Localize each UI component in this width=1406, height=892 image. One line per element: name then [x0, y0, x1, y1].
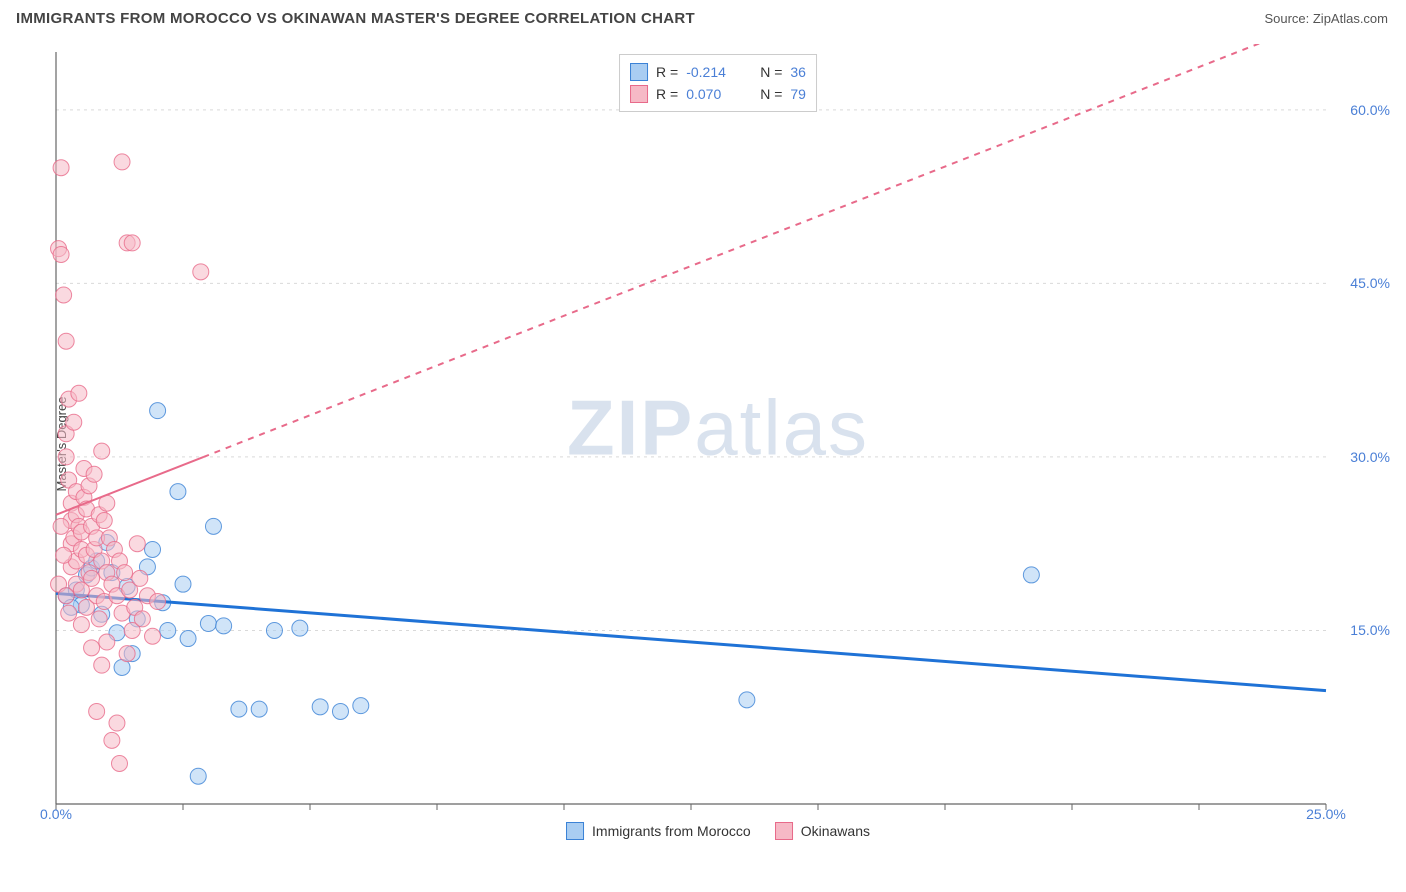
legend-row-okinawans: R = 0.070 N = 79	[630, 83, 806, 105]
y-tick-label: 45.0%	[1350, 275, 1390, 291]
series-label: Immigrants from Morocco	[592, 823, 751, 839]
source-name: ZipAtlas.com	[1313, 11, 1388, 26]
legend-row-morocco: R = -0.214 N = 36	[630, 61, 806, 83]
x-tick-label: 0.0%	[40, 806, 72, 822]
legend-swatch	[775, 822, 793, 840]
n-label: N =	[760, 86, 782, 102]
source-label: Source: ZipAtlas.com	[1264, 11, 1388, 26]
n-label: N =	[760, 64, 782, 80]
correlation-legend: R = -0.214 N = 36 R = 0.070 N = 79	[619, 54, 817, 112]
r-label: R =	[656, 86, 678, 102]
series-legend-morocco: Immigrants from Morocco	[566, 822, 751, 840]
scatter-plot	[48, 44, 1388, 844]
n-value: 79	[790, 86, 806, 102]
x-tick-label: 25.0%	[1306, 806, 1346, 822]
n-value: 36	[790, 64, 806, 80]
chart-area: Master's Degree ZIPatlas R =-0.214N =36R…	[48, 44, 1388, 844]
chart-title: IMMIGRANTS FROM MOROCCO VS OKINAWAN MAST…	[16, 10, 695, 27]
legend-swatch	[566, 822, 584, 840]
y-tick-label: 15.0%	[1350, 622, 1390, 638]
r-value: 0.070	[686, 86, 742, 102]
series-legend: Immigrants from Morocco Okinawans	[566, 822, 870, 840]
legend-swatch	[630, 63, 648, 81]
y-tick-label: 30.0%	[1350, 449, 1390, 465]
y-tick-label: 60.0%	[1350, 102, 1390, 118]
r-label: R =	[656, 64, 678, 80]
series-label: Okinawans	[801, 823, 870, 839]
legend-swatch	[630, 85, 648, 103]
source-prefix: Source:	[1264, 11, 1312, 26]
r-value: -0.214	[686, 64, 742, 80]
series-legend-okinawans: Okinawans	[775, 822, 870, 840]
